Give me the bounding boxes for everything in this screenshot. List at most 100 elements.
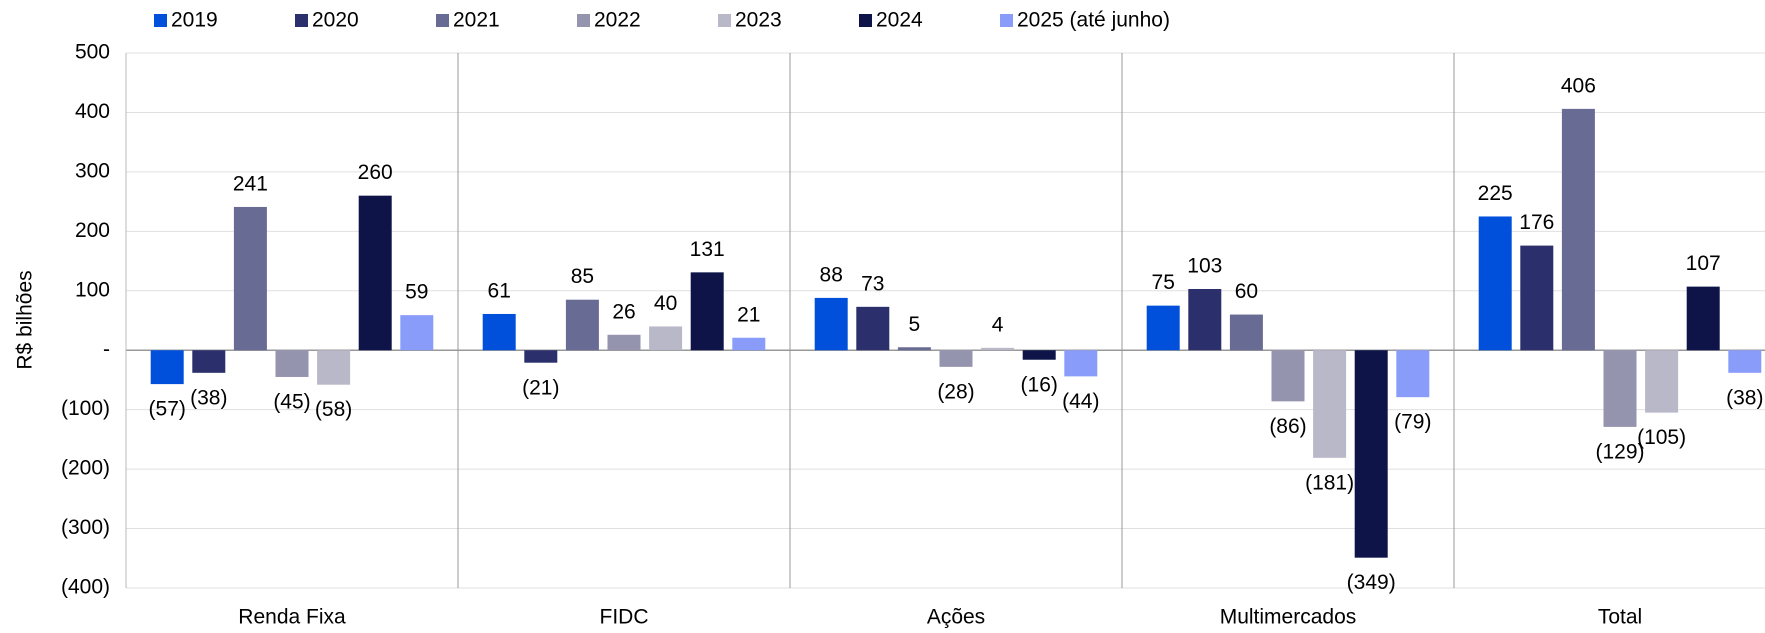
legend-label: 2022 — [594, 9, 641, 32]
value-label: 61 — [488, 280, 511, 303]
bar — [607, 334, 641, 351]
y-axis-label: R$ bilhões — [14, 270, 37, 369]
x-tick-label: Renda Fixa — [238, 606, 346, 629]
bar — [1313, 350, 1347, 458]
bar — [1561, 108, 1595, 351]
value-label: 176 — [1519, 211, 1554, 234]
legend-label: 2024 — [876, 9, 923, 32]
value-label: (16) — [1021, 373, 1058, 396]
value-label: 59 — [405, 281, 428, 304]
value-label: 88 — [820, 263, 843, 286]
value-label: 75 — [1152, 271, 1175, 294]
bar — [400, 315, 434, 351]
bar — [1229, 314, 1263, 351]
bar — [1520, 245, 1554, 351]
value-label: 60 — [1235, 280, 1258, 303]
y-tick-label: 200 — [75, 219, 110, 242]
value-label: (181) — [1305, 471, 1354, 494]
value-label: 21 — [737, 303, 760, 326]
value-label: 5 — [909, 313, 921, 336]
value-label: (349) — [1347, 571, 1396, 594]
legend-swatch — [436, 14, 449, 27]
y-tick-label: - — [103, 338, 110, 361]
y-tick-label: (300) — [61, 516, 110, 539]
legend-label: 2019 — [171, 9, 218, 32]
bar — [1686, 286, 1720, 351]
bar — [1188, 288, 1222, 351]
value-label: (45) — [273, 391, 310, 414]
value-label: (79) — [1394, 411, 1431, 434]
bar — [150, 350, 184, 385]
bar — [1354, 350, 1388, 558]
bar — [732, 337, 766, 351]
bar — [1645, 350, 1679, 413]
y-tick-label: (200) — [61, 457, 110, 480]
legend-swatch — [718, 14, 731, 27]
bar — [482, 313, 516, 351]
legend-swatch — [859, 14, 872, 27]
bar — [524, 350, 558, 363]
value-label: 40 — [654, 292, 677, 315]
y-tick-label: 400 — [75, 100, 110, 123]
y-tick-label: 300 — [75, 159, 110, 182]
value-label: 225 — [1478, 182, 1513, 205]
bar — [1728, 350, 1762, 373]
value-label: (38) — [190, 386, 227, 409]
bar — [814, 297, 848, 351]
bar — [649, 326, 683, 351]
bar — [1478, 216, 1512, 351]
value-label: (44) — [1062, 390, 1099, 413]
legend-label: 2025 (até junho) — [1017, 9, 1170, 32]
bar — [192, 350, 226, 373]
x-tick-label: Multimercados — [1220, 606, 1357, 629]
legend-swatch — [295, 14, 308, 27]
value-label: 26 — [612, 300, 635, 323]
value-label: (57) — [149, 398, 186, 421]
bar — [897, 347, 931, 351]
bar — [981, 347, 1015, 351]
bar — [275, 350, 309, 377]
value-label: 73 — [861, 272, 884, 295]
y-tick-label: 100 — [75, 278, 110, 301]
bar — [1271, 350, 1305, 402]
bar — [1146, 305, 1180, 351]
bar — [856, 306, 890, 351]
y-tick-label: 500 — [75, 41, 110, 64]
value-label: 4 — [992, 313, 1004, 336]
value-label: (58) — [315, 398, 352, 421]
legend-swatch — [154, 14, 167, 27]
value-label: 107 — [1686, 252, 1721, 275]
value-label: (105) — [1637, 426, 1686, 449]
value-label: (86) — [1269, 415, 1306, 438]
value-label: 406 — [1561, 74, 1596, 97]
value-label: 131 — [690, 238, 725, 261]
value-label: (129) — [1595, 440, 1644, 463]
bar — [1396, 350, 1430, 398]
y-tick-label: (400) — [61, 576, 110, 599]
x-tick-label: FIDC — [600, 606, 649, 629]
bar — [358, 195, 392, 351]
value-label: (21) — [522, 376, 559, 399]
value-label: 260 — [358, 161, 393, 184]
bar — [690, 272, 724, 351]
x-tick-label: Ações — [927, 606, 985, 629]
bar — [317, 350, 351, 385]
legend-swatch — [1000, 14, 1013, 27]
bar — [1022, 350, 1056, 360]
bar — [1603, 350, 1637, 427]
bar — [233, 206, 267, 351]
value-label: 241 — [233, 173, 268, 196]
value-label: (28) — [937, 380, 974, 403]
bar — [939, 350, 973, 367]
value-label: 85 — [571, 265, 594, 288]
legend-label: 2021 — [453, 9, 500, 32]
legend-swatch — [577, 14, 590, 27]
x-tick-label: Total — [1598, 606, 1642, 629]
bar — [1064, 350, 1098, 377]
value-label: (38) — [1726, 386, 1763, 409]
bar — [565, 299, 599, 351]
value-label: 103 — [1187, 255, 1222, 278]
legend-label: 2020 — [312, 9, 359, 32]
y-tick-label: (100) — [61, 397, 110, 420]
